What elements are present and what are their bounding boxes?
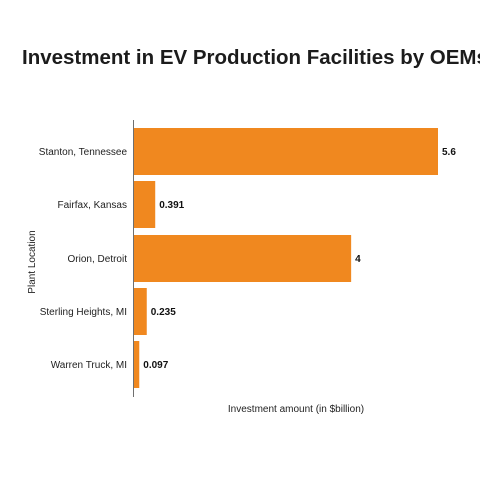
value-label-stanton-tennessee: 5.6 xyxy=(442,147,456,158)
value-label-warren-truck-mi: 0.097 xyxy=(143,360,168,371)
value-label-sterling-heights-mi: 0.235 xyxy=(151,307,176,318)
x-axis-label: Investment amount (in $billion) xyxy=(228,404,364,415)
bar-fairfax-kansas xyxy=(134,181,156,228)
bar-warren-truck-mi xyxy=(134,341,140,388)
bar-stanton-tennessee xyxy=(134,128,438,175)
bars-layer xyxy=(134,128,438,388)
y-axis-label: Plant Location xyxy=(27,230,38,293)
category-label-orion-detroit: Orion, Detroit xyxy=(68,254,128,265)
bar-orion-detroit xyxy=(134,235,352,282)
bar-sterling-heights-mi xyxy=(134,288,147,335)
chart-title: Investment in EV Production Facilities b… xyxy=(22,46,480,69)
category-label-stanton-tennessee: Stanton, Tennessee xyxy=(39,147,128,158)
value-label-fairfax-kansas: 0.391 xyxy=(159,200,184,211)
value-label-orion-detroit: 4 xyxy=(355,254,361,265)
labels-layer: Stanton, Tennessee 5.6 Fairfax, Kansas 0.39… xyxy=(39,147,457,371)
category-label-warren-truck-mi: Warren Truck, MI xyxy=(51,360,127,371)
category-label-sterling-heights-mi: Sterling Heights, MI xyxy=(40,307,127,318)
category-label-fairfax-kansas: Fairfax, Kansas xyxy=(58,200,127,211)
